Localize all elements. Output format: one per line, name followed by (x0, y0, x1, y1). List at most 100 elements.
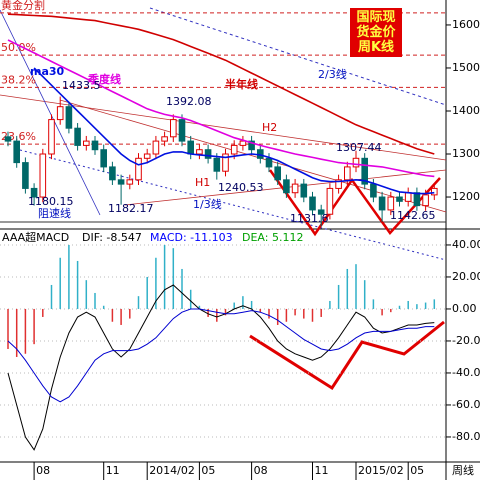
y-tick-label: 20.00 (452, 270, 480, 283)
candle-body (291, 183, 299, 194)
candle-body (109, 166, 116, 181)
candle-body (317, 209, 325, 215)
annotation: 1240.53 (218, 181, 264, 194)
annotation: 1131.6 (290, 212, 329, 225)
x-tick-label: 05 (410, 464, 424, 477)
candle-body (344, 166, 351, 181)
y-tick-label: 1200 (452, 190, 480, 203)
y-tick-label: -60.00 (452, 398, 480, 411)
candle-body (13, 140, 20, 164)
candle-body (204, 149, 212, 159)
x-tick-label: 2015/02 (358, 464, 404, 477)
y-tick-label: 1300 (452, 147, 480, 160)
macd-stat: MACD: -11.103 (150, 231, 233, 244)
candle-body (300, 183, 308, 198)
candle-body (422, 194, 429, 207)
annotation: H2 (262, 121, 277, 134)
trend-line (0, 94, 447, 161)
macd-line (7, 308, 435, 403)
panel-title: AAA超MACD (2, 230, 69, 244)
candle-body (143, 153, 151, 159)
ma-label: 季度线 (87, 72, 121, 86)
candle-body (161, 136, 168, 142)
candle-body (274, 166, 281, 181)
macd-stat: DEA: 5.112 (242, 231, 303, 244)
y-tick-label: -20.00 (452, 334, 480, 347)
candle-body (335, 179, 342, 189)
candle-body (378, 196, 386, 211)
candle-body (396, 196, 403, 202)
macd-line (7, 284, 435, 451)
chart-title: 国际现货金价周K线 (350, 8, 402, 57)
x-tick-label: 08 (36, 464, 50, 477)
level-label: 38.2% (1, 73, 36, 86)
ma-label: 半年线 (225, 77, 258, 91)
annotation: 1392.08 (166, 95, 212, 108)
ma-line (33, 67, 435, 195)
candle-body (326, 187, 334, 215)
candle-body (404, 192, 412, 202)
candle-body (152, 140, 160, 155)
candle-body (352, 157, 360, 168)
candle-body (431, 187, 438, 196)
candle-body (309, 196, 316, 211)
candle-body (100, 149, 108, 168)
trend-line (149, 7, 447, 106)
candle-body (4, 136, 12, 142)
x-tick-label: 11 (315, 464, 329, 477)
y-tick-label: 1600 (452, 18, 480, 31)
candle-body (387, 196, 395, 211)
candle-body (30, 187, 38, 198)
x-tick-label: 05 (201, 464, 215, 477)
candle-body (196, 149, 203, 155)
candle-body (135, 157, 142, 181)
w-pattern (249, 320, 445, 391)
ma-line (7, 13, 435, 155)
candle-body (170, 119, 177, 138)
annotation: 1182.17 (108, 202, 154, 215)
candle-body (56, 106, 64, 121)
y-tick-label: 0.00 (452, 302, 477, 315)
candle-body (178, 119, 186, 142)
x-tick-label: 08 (254, 464, 268, 477)
annotation: 阻速线 (38, 206, 71, 220)
candle-body (39, 153, 47, 198)
annotation: 1/3线 (193, 197, 222, 211)
y-tick-label: -40.00 (452, 366, 480, 379)
candle-body (126, 179, 134, 185)
candle-body (230, 144, 238, 155)
x-axis-label: 周线 (452, 463, 474, 477)
candle-body (248, 140, 255, 151)
candle-body (222, 153, 229, 172)
candle-body (74, 127, 81, 146)
candle-body (22, 162, 29, 189)
y-tick-label: 1400 (452, 104, 480, 117)
candle-body (283, 179, 290, 194)
y-tick-label: -80.00 (452, 430, 480, 443)
candle-body (187, 140, 194, 155)
candle-body (361, 157, 368, 185)
candle-body (213, 157, 221, 172)
level-label: 黄金分割 (1, 0, 45, 12)
candle-body (370, 183, 377, 198)
candle-body (65, 106, 73, 129)
candle-body (413, 192, 421, 207)
candle-body (48, 119, 55, 155)
x-tick-label: 2014/02 (149, 464, 195, 477)
annotation: H1 (195, 176, 210, 189)
candle-body (91, 140, 99, 151)
y-tick-label: 1500 (452, 61, 480, 74)
macd-stat: DIF: -8.547 (82, 231, 142, 244)
annotation: 1180.15 (28, 195, 74, 208)
ma-line (7, 39, 435, 178)
x-tick-label: 11 (106, 464, 120, 477)
candle-body (117, 179, 125, 185)
ma-label: ma30 (30, 65, 65, 78)
candle-body (265, 157, 273, 168)
candle-body (239, 140, 247, 146)
annotation: 1142.65 (390, 209, 436, 222)
candle-body (83, 140, 90, 146)
